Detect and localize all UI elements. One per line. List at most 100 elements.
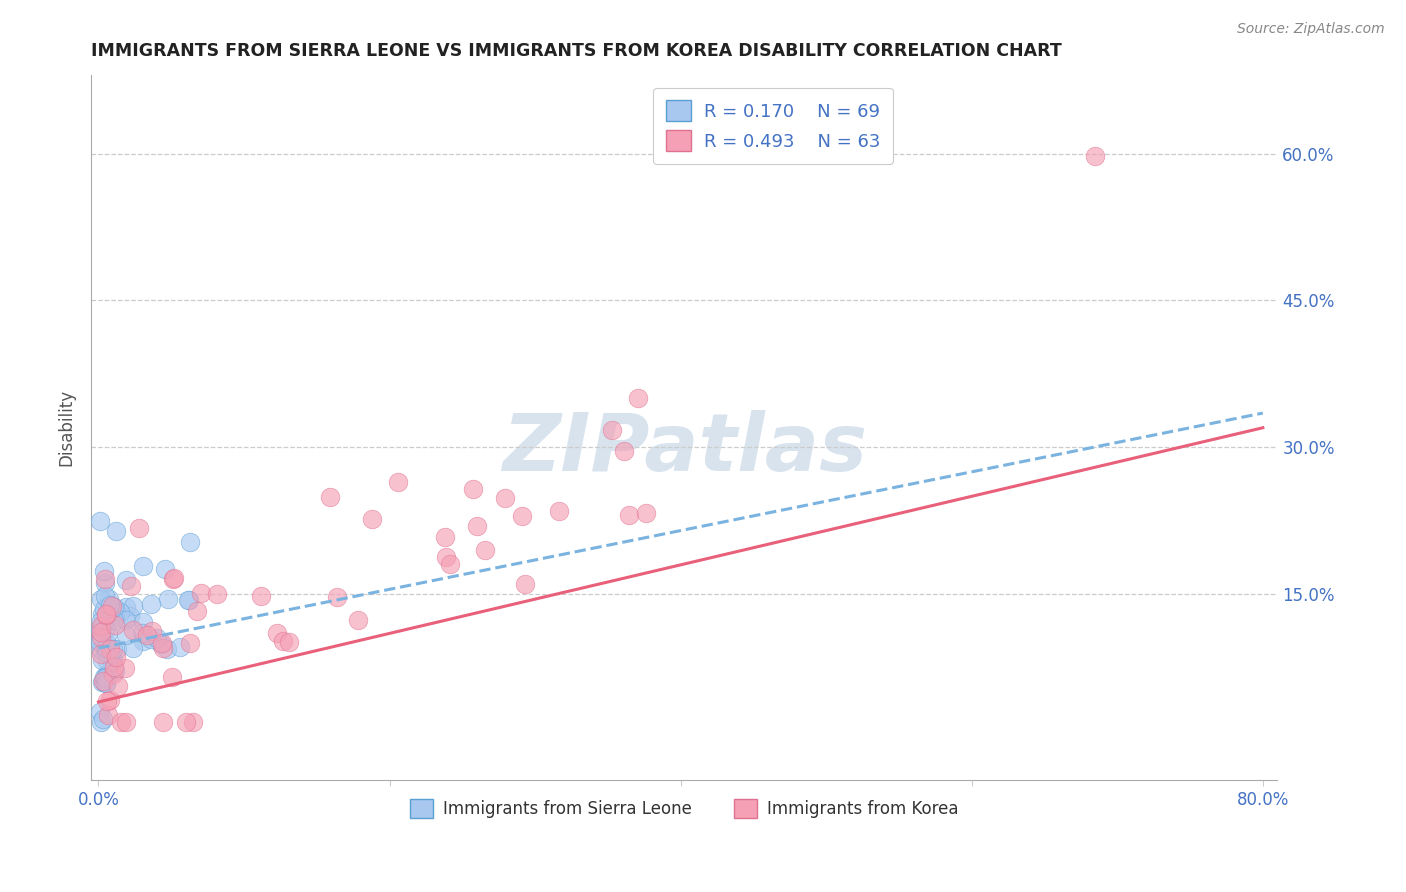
Point (94, 590, 117, 604)
Point (90, 630, 112, 644)
Point (98, 642, 121, 657)
Point (93, 564, 115, 578)
Point (510, 508, 533, 523)
Point (89, 514, 111, 528)
Point (115, 628, 138, 642)
Point (104, 618, 127, 632)
Point (162, 571, 184, 585)
Point (93, 674, 115, 689)
Point (105, 524, 128, 538)
Point (179, 535, 201, 549)
Point (91, 674, 114, 689)
Point (433, 530, 456, 544)
Point (141, 624, 163, 638)
Point (90, 643, 112, 657)
Point (319, 491, 342, 505)
Point (90, 618, 112, 632)
Point (108, 605, 131, 619)
Point (634, 507, 657, 521)
Point (160, 670, 183, 684)
Point (439, 558, 461, 572)
Point (89, 632, 111, 647)
Point (94, 622, 117, 636)
Point (97, 625, 120, 640)
Point (179, 593, 201, 607)
Point (93, 671, 115, 685)
Point (107, 679, 129, 693)
Point (156, 591, 179, 606)
Point (617, 508, 640, 523)
Point (89, 634, 111, 648)
Point (118, 608, 141, 623)
Point (100, 603, 122, 617)
Point (146, 631, 169, 645)
Point (613, 443, 636, 458)
Point (183, 714, 205, 729)
Point (463, 483, 485, 497)
Point (94, 572, 117, 586)
Point (100, 646, 122, 660)
Point (122, 599, 145, 613)
Point (89, 705, 111, 719)
Point (548, 504, 571, 518)
Point (347, 613, 370, 627)
Point (494, 491, 516, 505)
Point (115, 600, 138, 615)
Point (96, 637, 118, 651)
Point (110, 714, 132, 729)
Point (600, 423, 623, 437)
Point (179, 636, 201, 650)
Point (162, 572, 184, 586)
Point (104, 610, 127, 624)
Point (96, 654, 118, 668)
Point (249, 589, 271, 603)
Point (94, 608, 117, 623)
Point (131, 615, 153, 630)
Point (96, 693, 118, 707)
Point (90, 714, 112, 729)
Point (114, 661, 136, 675)
Point (190, 586, 212, 600)
Point (93, 670, 115, 684)
Point (627, 392, 650, 406)
Point (94, 640, 117, 655)
Point (100, 657, 122, 671)
Point (93, 602, 115, 616)
Text: IMMIGRANTS FROM SIERRA LEONE VS IMMIGRANTS FROM KOREA DISABILITY CORRELATION CHA: IMMIGRANTS FROM SIERRA LEONE VS IMMIGRAN… (91, 42, 1062, 60)
Point (434, 549, 457, 564)
Point (121, 640, 143, 655)
Text: ZIPatlas: ZIPatlas (502, 410, 866, 488)
Point (128, 521, 150, 535)
Point (89, 622, 111, 636)
Point (103, 642, 125, 657)
Point (474, 542, 496, 557)
Point (104, 664, 127, 678)
Point (361, 512, 384, 526)
Point (176, 714, 198, 729)
Point (515, 576, 537, 591)
Point (94, 576, 117, 591)
Point (98, 598, 121, 612)
Point (101, 666, 124, 681)
Point (141, 597, 163, 611)
Point (115, 613, 138, 627)
Y-axis label: Disability: Disability (58, 389, 75, 467)
Point (271, 634, 294, 648)
Point (326, 590, 349, 604)
Point (120, 579, 142, 593)
Point (90, 647, 112, 661)
Point (97, 607, 120, 621)
Point (96, 668, 118, 682)
Point (152, 714, 174, 729)
Point (96, 667, 118, 681)
Point (103, 600, 125, 615)
Point (91, 653, 114, 667)
Point (115, 573, 138, 587)
Point (150, 637, 173, 651)
Point (90, 625, 112, 640)
Point (93, 616, 115, 631)
Point (121, 623, 143, 637)
Point (150, 636, 173, 650)
Point (94, 642, 117, 657)
Point (98, 592, 121, 607)
